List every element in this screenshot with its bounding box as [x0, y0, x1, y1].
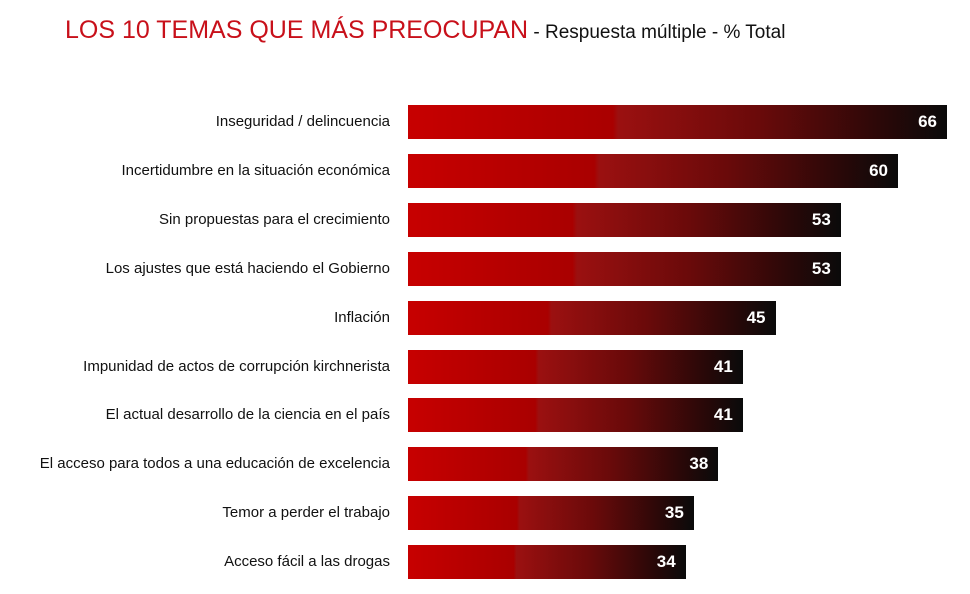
bar: 41: [408, 398, 743, 433]
chart-title: LOS 10 TEMAS QUE MÁS PREOCUPAN - Respues…: [65, 16, 785, 45]
data-label: 66: [918, 112, 937, 131]
data-label: 41: [713, 405, 733, 425]
data-label: 34: [656, 552, 676, 572]
category-label: Inseguridad / delincuencia: [215, 113, 390, 130]
bar: 60: [408, 153, 898, 188]
category-label: Incertidumbre en la situación económica: [121, 161, 390, 179]
category-label: Sin propuestas para el crecimiento: [159, 210, 390, 228]
chart-title-main: LOS 10 TEMAS QUE MÁS PREOCUPAN: [65, 16, 529, 44]
data-label: 38: [689, 454, 709, 474]
category-label: Temor a perder el trabajo: [222, 504, 390, 522]
data-label: 60: [869, 160, 888, 180]
bar: 38: [408, 447, 719, 482]
bar: 41: [408, 349, 743, 384]
data-label: 35: [664, 503, 684, 523]
data-label: 53: [811, 209, 831, 229]
category-label: Acceso fácil a las drogas: [224, 553, 390, 571]
bar: 35: [408, 496, 694, 531]
bar: 66: [408, 105, 947, 139]
category-label: Los ajustes que está haciendo el Gobiern…: [105, 259, 390, 277]
bar: 53: [408, 251, 841, 286]
chart-subtitle: - Respuesta múltiple - % Total: [528, 22, 786, 43]
category-label: Impunidad de actos de corrupción kirchne…: [83, 357, 390, 375]
bar: 45: [408, 300, 776, 335]
data-label: 53: [811, 258, 831, 278]
bar: 34: [408, 545, 686, 580]
category-label: Inflación: [334, 308, 390, 326]
bar: 53: [408, 202, 841, 237]
data-label: 45: [746, 307, 766, 327]
category-label: El actual desarrollo de la ciencia en el…: [105, 406, 390, 424]
data-label: 41: [713, 356, 733, 376]
category-label: El acceso para todos a una educación de …: [39, 455, 390, 473]
